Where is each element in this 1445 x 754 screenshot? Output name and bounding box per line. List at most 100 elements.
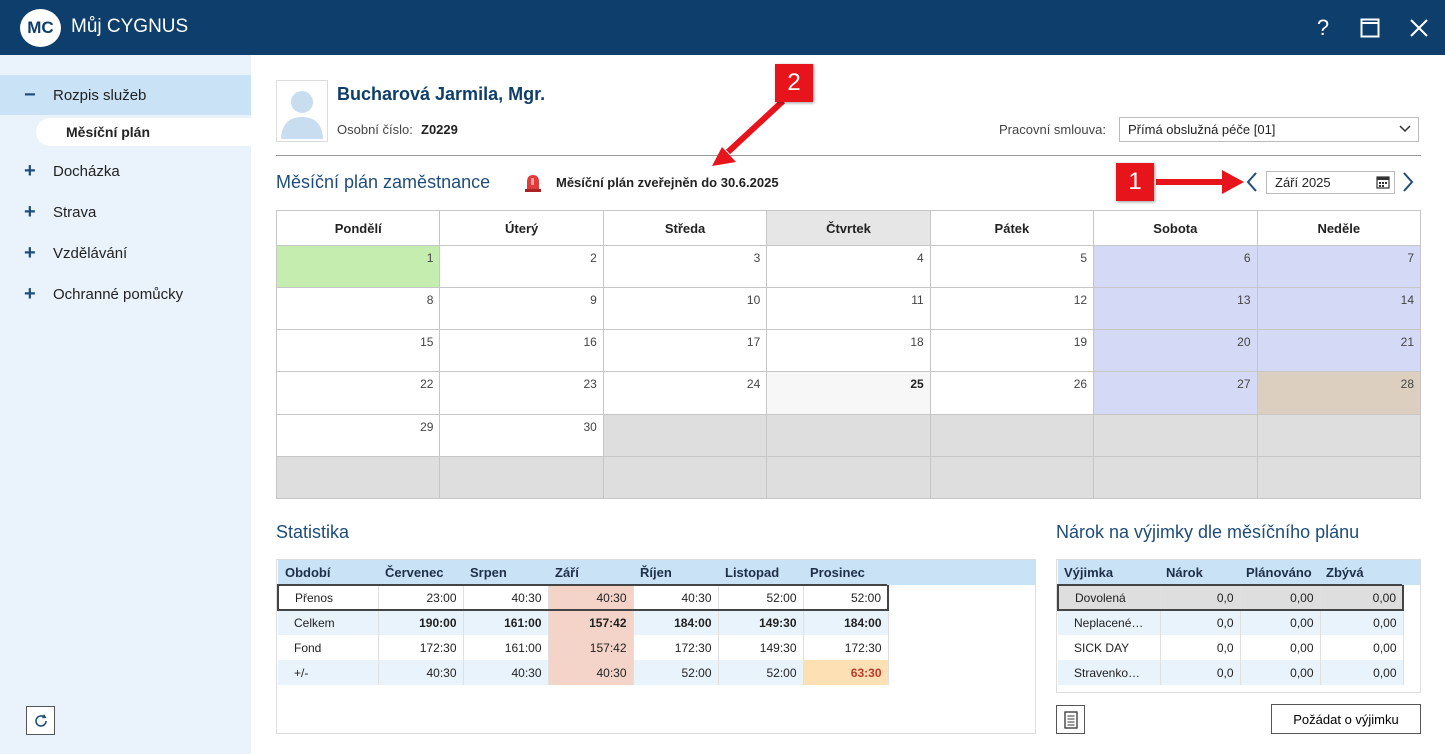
calendar-day[interactable]: 1 (275, 244, 441, 289)
calendar-day[interactable]: 26 (929, 371, 1095, 415)
sidebar-item-strava[interactable]: + Strava (0, 192, 251, 232)
table-cell: 0,00 (1320, 584, 1404, 611)
calendar-day[interactable]: 9 (439, 287, 604, 331)
calendar-day[interactable]: 29 (275, 413, 441, 457)
table-cell: 0,00 (1240, 584, 1321, 611)
sidebar: − Rozpis služeb Měsíční plán + Docházka … (0, 55, 251, 754)
row-label: SICK DAY (1058, 635, 1161, 660)
calendar-day[interactable]: 6 (1093, 244, 1258, 289)
person-icon (281, 91, 323, 139)
calendar-day[interactable]: 28 (1256, 371, 1422, 415)
calendar-day[interactable]: 4 (766, 244, 931, 289)
row-label: Neplacené… (1058, 610, 1161, 635)
title-bar: MC Můj CYGNUS ? (0, 0, 1445, 55)
calendar-day[interactable]: 8 (275, 287, 441, 331)
chevron-left-icon (1246, 172, 1257, 192)
table-cell: 0,00 (1320, 660, 1404, 685)
table-cell: 0,00 (1320, 635, 1404, 660)
prev-month-button[interactable] (1245, 170, 1259, 200)
column-header: Zbývá (1320, 560, 1403, 585)
calendar-day[interactable]: 18 (766, 329, 931, 373)
row-label: Přenos (277, 584, 379, 611)
sidebar-item-label: Docházka (53, 162, 120, 180)
calendar-day[interactable]: 2 (439, 244, 604, 289)
table-cell: 40:30 (548, 660, 634, 685)
weekday-header: Sobota (1093, 210, 1258, 246)
calendar-day[interactable]: 21 (1256, 329, 1422, 373)
table-cell: 0,00 (1320, 610, 1404, 635)
refresh-button[interactable] (26, 706, 55, 735)
column-header: Listopad (718, 560, 803, 585)
weekday-header: Úterý (439, 210, 604, 246)
sidebar-subitem-mesicni-plan[interactable]: Měsíční plán (36, 118, 251, 146)
calendar-day[interactable]: 14 (1256, 287, 1422, 331)
callout-2: 2 (775, 64, 813, 102)
calendar-day-empty (439, 455, 604, 500)
app-title: Můj CYGNUS (71, 16, 189, 37)
calendar-week: 29 30 (275, 413, 1422, 457)
column-header: Srpen (463, 560, 548, 585)
sidebar-item-ochranne-pomucky[interactable]: + Ochranné pomůcky (0, 274, 251, 314)
arrow-2 (712, 98, 786, 166)
month-picker[interactable]: Září 2025 (1266, 171, 1395, 194)
contract-label: Pracovní smlouva: (999, 122, 1106, 137)
table-cell: 52:00 (803, 584, 889, 611)
calendar-week: 15 16 17 18 19 20 21 (275, 329, 1422, 373)
expand-icon: + (24, 241, 36, 264)
next-month-button[interactable] (1401, 170, 1415, 200)
calendar-day[interactable]: 12 (929, 287, 1095, 331)
employee-name: Bucharová Jarmila, Mgr. (337, 84, 546, 104)
calendar-day[interactable]: 20 (1093, 329, 1258, 373)
statistics-table: Období Červenec Srpen Září Říjen Listopa… (277, 560, 889, 685)
calendar-day[interactable]: 27 (1093, 371, 1258, 415)
table-row[interactable]: Celkem 190:00 161:00 157:42 184:00 149:3… (278, 610, 889, 635)
calendar-day[interactable]: 15 (275, 329, 441, 373)
table-cell: 149:30 (718, 610, 804, 635)
sidebar-item-dochazka[interactable]: + Docházka (0, 151, 251, 191)
sidebar-item-vzdelavani[interactable]: + Vzdělávání (0, 233, 251, 273)
calendar-day[interactable]: 5 (929, 244, 1095, 289)
calendar-icon[interactable] (1376, 175, 1390, 192)
request-exception-button[interactable]: Požádat o výjimku (1271, 704, 1421, 734)
calendar-day[interactable]: 10 (602, 287, 768, 331)
calendar-day[interactable]: 19 (929, 329, 1095, 373)
calendar-day[interactable]: 11 (766, 287, 931, 331)
contract-select[interactable]: Přímá obslužná péče [01] (1119, 117, 1419, 142)
calendar-day[interactable]: 22 (275, 371, 441, 415)
maximize-button[interactable] (1353, 11, 1387, 45)
table-cell: 40:30 (378, 660, 464, 685)
table-row[interactable]: Neplacené… 0,0 0,00 0,00 (1058, 610, 1404, 635)
calendar-day[interactable]: 23 (439, 371, 604, 415)
calendar-day[interactable]: 17 (602, 329, 768, 373)
close-icon (1410, 19, 1428, 37)
table-row[interactable]: Fond 172:30 161:00 157:42 172:30 149:30 … (278, 635, 889, 660)
table-cell: 0,00 (1240, 635, 1321, 660)
calendar-day[interactable]: 16 (439, 329, 604, 373)
table-row[interactable]: Přenos 23:00 40:30 40:30 40:30 52:00 52:… (277, 584, 889, 611)
calendar-day[interactable]: 24 (602, 371, 768, 415)
help-button[interactable]: ? (1316, 15, 1330, 40)
table-cell: 0,0 (1160, 610, 1241, 635)
table-row[interactable]: Stravenko… 0,0 0,00 0,00 (1058, 660, 1404, 685)
table-cell: 0,0 (1160, 635, 1241, 660)
table-row[interactable]: Dovolená 0,0 0,00 0,00 (1057, 584, 1404, 611)
calendar-day[interactable]: 13 (1093, 287, 1258, 331)
close-button[interactable] (1402, 11, 1436, 45)
calendar-day-empty (929, 413, 1095, 457)
expand-icon: + (24, 200, 36, 223)
table-row[interactable]: +/- 40:30 40:30 40:30 52:00 52:00 63:30 (278, 660, 889, 685)
table-cell: 23:00 (378, 584, 464, 611)
calendar-day[interactable]: 7 (1256, 244, 1422, 289)
calendar-day[interactable]: 30 (439, 413, 604, 457)
column-header: Plánováno (1240, 560, 1320, 585)
calendar-day-today[interactable]: 25 (766, 371, 931, 415)
sidebar-item-rozpis-sluzeb[interactable]: − Rozpis služeb (0, 75, 251, 115)
column-header: Říjen (633, 560, 718, 585)
table-cell: 52:00 (633, 660, 719, 685)
contract-value: Přímá obslužná péče [01] (1128, 122, 1276, 137)
document-button[interactable] (1056, 705, 1085, 734)
calendar-day[interactable]: 3 (602, 244, 768, 289)
table-row[interactable]: SICK DAY 0,0 0,00 0,00 (1058, 635, 1404, 660)
sidebar-item-label: Rozpis služeb (53, 86, 147, 104)
row-label: +/- (278, 660, 379, 685)
